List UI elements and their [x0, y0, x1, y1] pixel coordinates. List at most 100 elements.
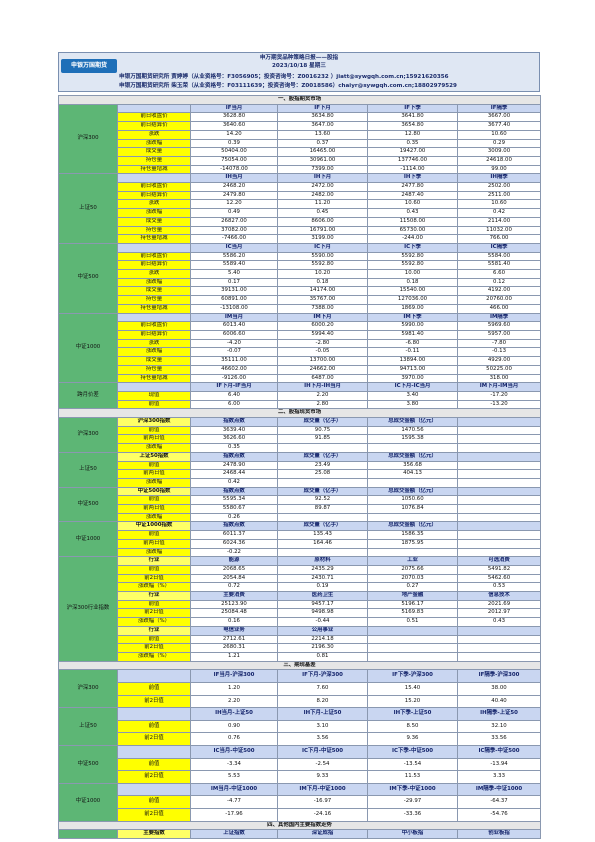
table-row: 持仓量 60891.00 35767.00 127036.00 20760.00 [59, 295, 542, 305]
cell-value: 6.60 [456, 269, 542, 279]
row-label: 前日结算价 [117, 330, 191, 340]
section-title: 一、股指期货市场 [57, 95, 542, 105]
table-row: 涨跌幅（%） 0.72 0.19 0.27 0.53 [59, 582, 542, 593]
table-row: 涨跌幅（%） 0.16 -0.44 0.51 0.43 [59, 617, 542, 627]
cell-value: 135.43 [277, 530, 368, 540]
row-label: 前值 [117, 634, 191, 645]
cell-value: 25084.48 [190, 608, 278, 619]
column-header: 中小板指 [367, 829, 458, 839]
row-label: 成交量 [117, 216, 191, 227]
block-header [117, 382, 191, 392]
table-row: 前两日值 3626.60 91.85 1595.38 [59, 434, 542, 445]
column-header: IC隔季 [456, 242, 542, 253]
column-header: 指数点数 [190, 451, 278, 462]
cell-value: 2.20 [190, 694, 278, 709]
cell-value: 10.60 [456, 199, 542, 210]
cell-value [456, 495, 542, 506]
cell-value [456, 538, 542, 549]
table-row: 二、股指现货市场 [57, 408, 542, 418]
cell-value: 3667.00 [456, 112, 542, 123]
cell-value: 14174.00 [277, 286, 368, 297]
cell-value: 0.18 [367, 277, 458, 288]
cell-value: 9498.98 [277, 608, 368, 619]
cell-value: 15540.00 [367, 286, 458, 297]
cell-value: 6006.60 [190, 330, 278, 340]
cell-value: 10.00 [367, 269, 458, 279]
cell-value: 5595.34 [190, 495, 278, 506]
table-row: 前2日值 25084.48 9498.98 5169.83 2012.97 [59, 608, 542, 619]
column-header: IH当月 [190, 173, 278, 184]
column-header: 医药卫生 [277, 591, 368, 601]
group-name: 中证1000 [58, 521, 118, 558]
column-header: 总成交金额（亿元） [367, 417, 458, 427]
cell-value [456, 504, 542, 514]
column-header: 公用事业 [277, 625, 368, 636]
table-row: 前日结算价 5589.40 5592.80 5592.80 5581.40 [59, 260, 542, 271]
block-header [117, 103, 191, 114]
table-row: 成交量 39131.00 14174.00 15540.00 4192.00 [59, 286, 542, 297]
cell-value: 60891.00 [190, 295, 278, 305]
cell-value: 91.85 [277, 434, 368, 445]
row-label: 持仓量增减 [117, 373, 191, 384]
cell-value: 5580.67 [190, 504, 278, 514]
row-label: 涨跌幅 [117, 547, 191, 558]
cell-value: 9.33 [277, 770, 368, 784]
table-row: 中证1000 IM当月 IM下月 IM下季 IM隔季 [58, 312, 542, 384]
cell-value: 1586.35 [367, 530, 458, 540]
cell-value: 0.90 [190, 719, 278, 734]
cell-value: 5592.80 [367, 251, 458, 262]
cell-value: 0.12 [456, 277, 542, 288]
cell-value: 3970.00 [367, 373, 458, 384]
block-header: 主要指数 [117, 829, 191, 839]
row-label: 涨跌幅（%） [117, 582, 191, 593]
row-label: 前两日值 [117, 469, 191, 479]
cell-value: 6024.36 [190, 538, 278, 549]
column-header: IM隔季 [456, 312, 542, 323]
cell-value: 5462.60 [456, 573, 542, 584]
group-name: 上证50 [58, 173, 118, 244]
cell-value: -0.11 [367, 347, 458, 358]
cell-value: 14.20 [190, 129, 278, 140]
logo: 申银万国期货 [61, 59, 117, 73]
table-row: 成交量 26827.00 8606.00 11508.00 2114.00 [59, 216, 542, 227]
cell-value: 2430.71 [277, 573, 368, 584]
report-title: 申万期货品种策略日报——股指 [259, 55, 339, 61]
table-row: 前值 2068.65 2435.29 2075.66 5491.82 [59, 564, 542, 575]
cell-value: -7466.00 [190, 234, 278, 244]
author-line: 申银万国期货研究所 贾婷婷（从业资格号：F3056905；投资咨询号：Z0016… [119, 74, 449, 80]
cell-value: 26827.00 [190, 216, 278, 227]
row-label: 前日收盘价 [117, 112, 191, 123]
block-header [117, 312, 191, 323]
cell-value: 2472.00 [277, 182, 368, 192]
cell-value: 1.20 [190, 682, 278, 696]
cell-value: 1869.00 [367, 303, 458, 314]
group-name [58, 829, 118, 839]
table-row: 前日收盘价 3628.80 3634.80 3641.80 3667.00 [59, 112, 542, 123]
cell-value [367, 634, 458, 645]
cell-value: 0.81 [277, 652, 368, 662]
cell-value: 0.43 [367, 208, 458, 218]
report-date: 2023/10/18 星期三 [272, 63, 326, 69]
column-header: IC当月 [190, 242, 278, 253]
row-label: 前值 [117, 564, 191, 575]
cell-value: 0.72 [190, 582, 278, 593]
table-row: 涨跌幅 0.26 [59, 512, 542, 523]
cell-value: 2468.44 [190, 469, 278, 479]
cell-value: 1.21 [190, 652, 278, 662]
cell-value: -1114.00 [367, 164, 458, 175]
cell-value: 3654.80 [367, 121, 458, 131]
column-header: IC下月-IC当月 [367, 382, 458, 392]
table-row: 持仓量 46602.00 24662.00 94713.00 50225.00 [59, 364, 542, 375]
column-header: IH下月 [277, 173, 368, 184]
cell-value: -14078.00 [190, 164, 278, 175]
cell-value: 25.08 [277, 469, 368, 479]
row-label: 前值 [117, 719, 191, 734]
cell-value: 2.20 [277, 390, 368, 401]
row-label: 成交量 [117, 147, 191, 157]
column-header: IH下月-上证50 [277, 707, 368, 721]
cell-value: -3.34 [190, 757, 278, 772]
cell-value: 0.17 [190, 277, 278, 288]
column-header: IM当月-中证1000 [190, 782, 278, 797]
column-header [456, 486, 542, 497]
